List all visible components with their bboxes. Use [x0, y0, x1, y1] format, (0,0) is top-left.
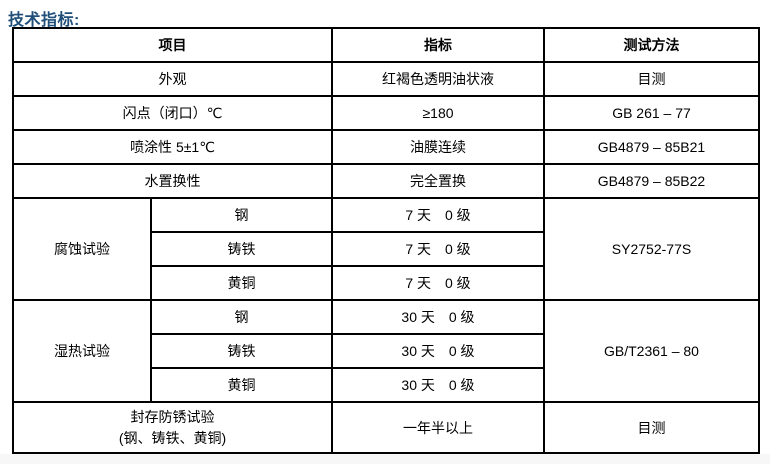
spec-cell: 红褐色透明油状液	[331, 61, 545, 97]
method-cell: GB4879 – 85B22	[543, 163, 760, 199]
item-cell: 喷涂性 5±1℃	[12, 129, 333, 165]
column-header-item: 项目	[12, 27, 333, 63]
group-label-damp-heat-test: 湿热试验	[12, 299, 152, 403]
sub-item-cell: 铸铁	[150, 333, 333, 369]
spec-cell: 7 天 0 级	[331, 265, 545, 301]
spec-cell: ≥180	[331, 95, 545, 131]
spec-cell: 完全置换	[331, 163, 545, 199]
item-cell: 外观	[12, 61, 333, 97]
method-cell: 目测	[543, 401, 760, 454]
spec-cell: 一年半以上	[331, 401, 545, 454]
item-cell: 水置换性	[12, 163, 333, 199]
storage-test-label-line1: 封存防锈试验	[130, 408, 215, 425]
spec-cell: 7 天 0 级	[331, 231, 545, 267]
method-cell: 目测	[543, 61, 760, 97]
method-cell: GB4879 – 85B21	[543, 129, 760, 165]
storage-test-label-line2: (钢、铸铁、黄铜)	[118, 429, 227, 446]
table-row-damp-heat-brass: 黄铜 30 天 0 级	[13, 367, 759, 403]
method-cell: SY2752-77S	[543, 197, 760, 301]
spec-cell: 30 天 0 级	[331, 367, 545, 403]
spec-cell: 30 天 0 级	[331, 299, 545, 335]
method-cell: GB/T2361 – 80	[543, 299, 760, 403]
page-bottom-margin	[0, 454, 770, 464]
table-row-water-displacement: 水置换性 完全置换 GB4879 – 85B22	[12, 163, 760, 199]
table-row-corrosion-cast-iron: 铸铁 7 天 0 级	[13, 231, 759, 267]
table-row-corrosion-brass: 黄铜 7 天 0 级	[13, 265, 759, 301]
sub-item-cell: 黄铜	[150, 265, 333, 301]
sub-item-cell: 黄铜	[150, 367, 333, 403]
item-cell: 闪点（闭口）℃	[12, 95, 333, 131]
column-header-spec: 指标	[331, 27, 545, 63]
item-cell: 封存防锈试验 (钢、铸铁、黄铜)	[12, 401, 333, 454]
spec-cell: 7 天 0 级	[331, 197, 545, 233]
table-row-damp-heat-steel: 湿热试验 钢 30 天 0 级 GB/T2361 – 80	[12, 299, 760, 403]
technical-spec-table: 项目 指标 测试方法 外观 红褐色透明油状液 目测 闪点（闭口）℃ ≥180 G…	[12, 27, 760, 454]
method-cell: GB 261 – 77	[543, 95, 760, 131]
table-header-row: 项目 指标 测试方法	[12, 27, 760, 63]
sub-item-cell: 铸铁	[150, 231, 333, 267]
table-row-sprayability: 喷涂性 5±1℃ 油膜连续 GB4879 – 85B21	[12, 129, 760, 165]
table-row-appearance: 外观 红褐色透明油状液 目测	[12, 61, 760, 97]
table-row-damp-heat-cast-iron: 铸铁 30 天 0 级	[13, 333, 759, 369]
sub-item-cell: 钢	[150, 299, 333, 335]
table-row-flash-point: 闪点（闭口）℃ ≥180 GB 261 – 77	[12, 95, 760, 131]
table-row-corrosion-steel: 腐蚀试验 钢 7 天 0 级 SY2752-77S	[12, 197, 760, 301]
spec-cell: 30 天 0 级	[331, 333, 545, 369]
page-title: 技术指标:	[8, 12, 80, 29]
spec-cell: 油膜连续	[331, 129, 545, 165]
table-row-storage-rust-test: 封存防锈试验 (钢、铸铁、黄铜) 一年半以上 目测	[12, 401, 760, 454]
group-label-corrosion-test: 腐蚀试验	[12, 197, 152, 301]
column-header-method: 测试方法	[543, 27, 760, 63]
sub-item-cell: 钢	[150, 197, 333, 233]
